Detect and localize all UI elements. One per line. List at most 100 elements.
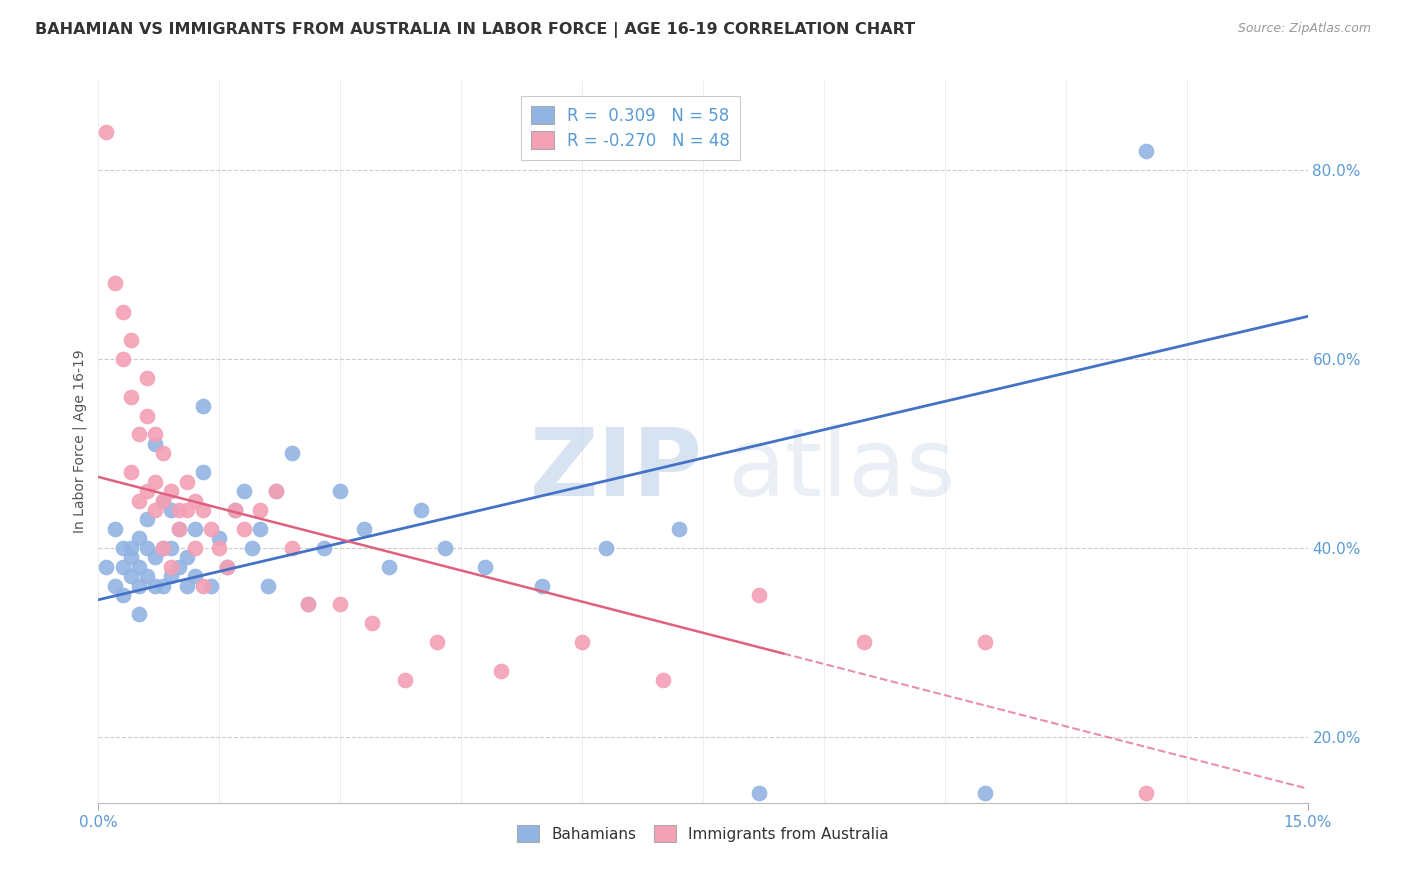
Point xyxy=(249,503,271,517)
Point xyxy=(111,559,134,574)
Text: BAHAMIAN VS IMMIGRANTS FROM AUSTRALIA IN LABOR FORCE | AGE 16-19 CORRELATION CHA: BAHAMIAN VS IMMIGRANTS FROM AUSTRALIA IN… xyxy=(35,22,915,38)
Point xyxy=(152,493,174,508)
Point xyxy=(232,484,254,499)
Point xyxy=(128,532,150,546)
Point xyxy=(668,522,690,536)
Text: Source: ZipAtlas.com: Source: ZipAtlas.com xyxy=(1237,22,1371,36)
Point xyxy=(224,503,246,517)
Point xyxy=(176,550,198,565)
Point xyxy=(143,427,166,442)
Point xyxy=(103,578,125,592)
Point xyxy=(167,559,190,574)
Point xyxy=(200,522,222,536)
Point xyxy=(314,541,336,555)
Point xyxy=(1135,144,1157,158)
Point xyxy=(103,277,125,291)
Point xyxy=(160,484,183,499)
Point xyxy=(96,559,118,574)
Point xyxy=(853,635,876,649)
Point xyxy=(434,541,457,555)
Point xyxy=(193,465,215,479)
Point xyxy=(120,333,142,347)
Point xyxy=(651,673,673,687)
Point xyxy=(193,578,215,592)
Point xyxy=(193,503,215,517)
Point xyxy=(530,578,553,592)
Point xyxy=(297,598,319,612)
Point xyxy=(120,541,142,555)
Point xyxy=(193,399,215,413)
Point xyxy=(361,616,384,631)
Point xyxy=(184,522,207,536)
Point xyxy=(135,371,157,385)
Text: atlas: atlas xyxy=(727,425,956,516)
Point xyxy=(176,475,198,489)
Point xyxy=(748,786,770,800)
Point xyxy=(143,578,166,592)
Point xyxy=(111,304,134,318)
Point xyxy=(329,598,352,612)
Point xyxy=(409,503,432,517)
Point xyxy=(135,512,157,526)
Point xyxy=(152,578,174,592)
Legend: Bahamians, Immigrants from Australia: Bahamians, Immigrants from Australia xyxy=(510,817,896,849)
Point xyxy=(240,541,263,555)
Point xyxy=(184,493,207,508)
Point xyxy=(167,522,190,536)
Point xyxy=(232,522,254,536)
Point xyxy=(152,493,174,508)
Point xyxy=(111,541,134,555)
Point xyxy=(595,541,617,555)
Point xyxy=(176,578,198,592)
Point xyxy=(184,541,207,555)
Point xyxy=(152,541,174,555)
Point xyxy=(184,569,207,583)
Point xyxy=(160,541,183,555)
Point xyxy=(377,559,399,574)
Point xyxy=(571,635,593,649)
Point xyxy=(143,503,166,517)
Point xyxy=(143,475,166,489)
Point xyxy=(426,635,449,649)
Point xyxy=(96,125,118,139)
Point xyxy=(281,541,304,555)
Point xyxy=(128,607,150,621)
Point xyxy=(297,598,319,612)
Point xyxy=(176,503,198,517)
Point xyxy=(160,559,183,574)
Point xyxy=(120,465,142,479)
Point xyxy=(167,503,190,517)
Point xyxy=(128,559,150,574)
Point xyxy=(128,427,150,442)
Point xyxy=(329,484,352,499)
Text: ZIP: ZIP xyxy=(530,425,703,516)
Point xyxy=(1135,786,1157,800)
Point xyxy=(217,559,239,574)
Point xyxy=(353,522,375,536)
Point xyxy=(748,588,770,602)
Point xyxy=(143,550,166,565)
Point xyxy=(217,559,239,574)
Point xyxy=(128,493,150,508)
Point xyxy=(264,484,287,499)
Point xyxy=(474,559,496,574)
Point xyxy=(224,503,246,517)
Point xyxy=(974,635,997,649)
Point xyxy=(160,503,183,517)
Point xyxy=(208,541,231,555)
Point xyxy=(394,673,416,687)
Point xyxy=(853,805,876,820)
Y-axis label: In Labor Force | Age 16-19: In Labor Force | Age 16-19 xyxy=(73,350,87,533)
Point xyxy=(135,541,157,555)
Point xyxy=(120,390,142,404)
Point xyxy=(249,522,271,536)
Point xyxy=(152,541,174,555)
Point xyxy=(135,409,157,423)
Point xyxy=(200,578,222,592)
Point xyxy=(128,578,150,592)
Point xyxy=(491,664,513,678)
Point xyxy=(111,588,134,602)
Point xyxy=(120,550,142,565)
Point xyxy=(167,522,190,536)
Point xyxy=(152,446,174,460)
